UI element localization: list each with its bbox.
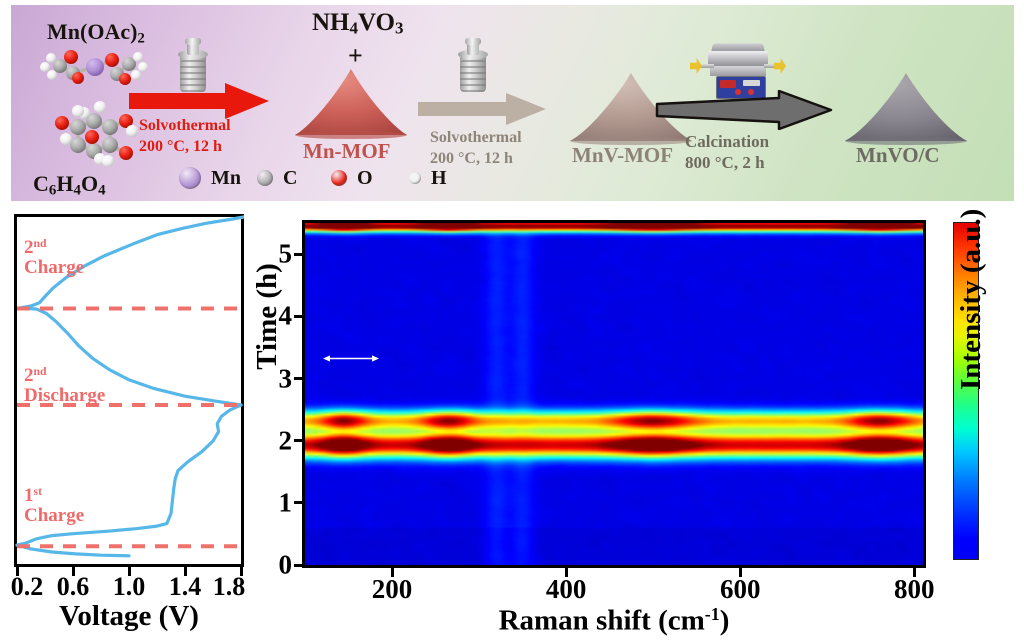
heatmap-canvas-wrap [305,223,923,565]
voltage-tick-label: 1.8 [212,572,246,601]
step1-conditions-label: 200 °C, 12 h [139,138,222,155]
voltage-tick-label: 0.6 [56,572,90,601]
heatmap-x-axis-title: Raman shift (cm-1) [498,604,730,637]
heatmap-x-tick-label: 200 [371,574,413,604]
voltage-profile-panel: 2nd Charge 2nd Discharge 1st Charge [14,214,244,567]
voltage-plot-frame [14,214,244,567]
autoclave-icon-1 [176,38,212,96]
heatmap-y-tick-label: 3 [278,363,293,393]
voltage-tick-label: 0.2 [10,572,44,601]
legend-label-c: C [283,167,298,189]
product-label-mn-mof: Mn-MOF [303,139,391,163]
additive-label-nh4vo3: NH4VO3 [312,9,404,38]
reaction-arrow-solvothermal-1 [129,83,269,119]
voltage-tick [239,567,243,576]
intensity-colorbar [953,222,979,560]
voltage-x-tick-labels: 0.2 0.6 1.0 1.4 1.8 [0,572,258,602]
heatmap-x-tick-label: 800 [894,574,935,604]
heatmap-y-tick-label: 0 [278,549,293,580]
heatmap-x-tick [912,568,916,577]
step2-process-label: Solvothermal [430,129,522,146]
legend-label-h: H [431,167,447,189]
powder-pile-mn-mof [295,69,407,139]
powder-pile-mnv-mof [570,73,692,145]
reaction-arrow-calcination [655,90,833,130]
heatmap-y-tick [294,377,303,380]
heatmap-x-ticks [302,568,926,578]
voltage-curve-1 [21,306,243,407]
heatmap-x-tick-label: 400 [545,574,587,604]
product-label-mnvo-c: MnVO/C [856,143,940,167]
heatmap-canvas [305,223,923,565]
heatmap-y-tick [294,439,303,443]
voltage-tick [127,567,131,576]
double-headed-arrow-icon [323,355,379,362]
reactant-label-terephthalic-acid: C6H4O4 [33,171,106,199]
reactant-label-mn-acetate: Mn(OAc)2 [47,19,145,47]
raman-heatmap [302,220,926,568]
heatmap-y-axis-title: Time (h) [250,263,283,370]
product-label-mnv-mof: MnV-MOF [572,143,674,167]
heatmap-y-ticks [294,220,303,568]
heatmap-y-tick [294,563,303,567]
heatmap-y-tick-label: 4 [278,300,293,331]
voltage-tick-label: 1.4 [168,572,202,601]
legend-label-mn: Mn [211,167,241,189]
molecule-mn-acetate [37,47,157,92]
voltage-tick [183,567,187,576]
legend-ball-h [409,172,421,184]
heatmap-y-tick-label: 1 [278,487,293,518]
plus-sign: + [348,41,363,70]
heatmap-y-tick-label: 5 [278,238,293,269]
colorbar-title: Intensity (a.u.) [955,208,987,390]
step1-process-label: Solvothermal [139,117,231,134]
heatmap-x-tick-label: 600 [719,574,761,604]
heatmap-x-tick [390,568,394,577]
voltage-axis-title: Voltage (V) [59,600,199,632]
heatmap-x-tick [564,568,568,577]
voltage-curve-svg [15,215,244,558]
synthesis-scheme: Mn(OAc)2 C6H4O4 Solvothermal 200 °C, 12 … [11,5,1014,201]
autoclave-icon-2 [456,38,492,96]
heatmap-y-tick [294,314,303,318]
legend-label-o: O [357,167,373,189]
step3-process-label: Calcination [685,132,770,151]
furnace-icon [690,43,786,101]
voltage-x-ticks [14,567,244,577]
heatmap-y-tick [294,501,303,505]
voltage-curve-2 [18,215,244,310]
heatmap-y-tick-labels: 0 1 2 3 4 5 [252,210,296,580]
voltage-tick [71,567,75,576]
reaction-arrow-solvothermal-2 [418,93,546,125]
annotation-second-discharge: 2nd Discharge [24,365,106,406]
heatmap-y-tick-label: 2 [278,425,293,456]
step2-conditions-label: 200 °C, 12 h [430,150,513,167]
legend-ball-o [331,170,347,186]
annotation-second-charge: 2nd Charge [24,237,85,278]
heatmap-x-tick [738,568,742,577]
voltage-tick-label: 1.0 [112,572,146,601]
voltage-tick [15,567,19,576]
molecule-terephthalic-acid [43,97,153,169]
legend-ball-mn [179,167,201,189]
powder-pile-mnvo-c [845,73,967,145]
step3-conditions-label: 800 °C, 2 h [685,153,765,172]
legend-ball-c [257,170,273,186]
heatmap-x-tick-labels: 200 400 600 800 [302,574,935,606]
heatmap-y-tick [294,252,303,256]
voltage-curve-0 [15,403,243,547]
annotation-first-charge: 1st Charge [24,485,85,526]
